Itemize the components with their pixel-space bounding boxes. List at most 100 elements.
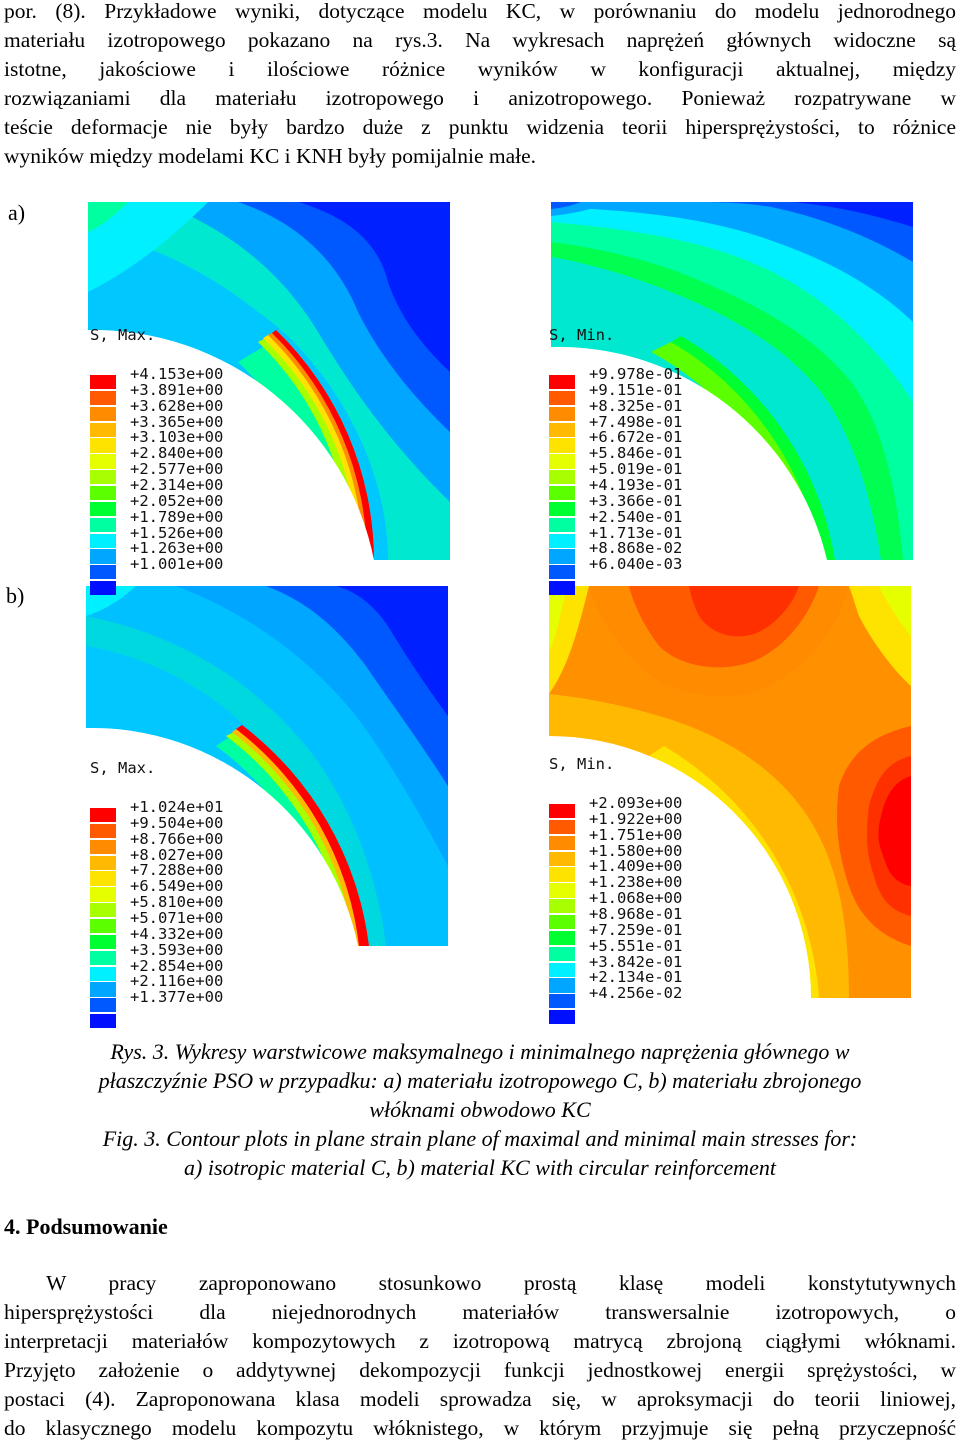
legend-value: +1.068e+00	[589, 889, 683, 908]
legend-value: +3.593e+00	[130, 940, 224, 959]
legend-swatch	[90, 375, 116, 390]
legend-value: +7.498e-01	[589, 412, 683, 431]
legend-value: +1.580e+00	[589, 841, 683, 860]
summary-paragraph: W pracy zaproponowano stosunkowo prostą …	[4, 1269, 956, 1443]
summary-line: W pracy zaproponowano stosunkowo prostą …	[4, 1271, 956, 1295]
legend-swatch	[549, 914, 575, 930]
legend-value: +3.891e+00	[130, 380, 224, 399]
legend-value: +8.027e+00	[130, 845, 224, 864]
legend-value: +3.842e-01	[589, 952, 683, 971]
legend-value: +4.153e+00	[130, 365, 224, 383]
legend-value: +2.314e+00	[130, 475, 224, 494]
legend-swatch	[549, 851, 575, 866]
legend-value: +7.259e-01	[589, 920, 683, 939]
legend-swatch	[549, 883, 575, 898]
intro-line: rozwiązaniami dla materiału izotropowego…	[4, 86, 956, 110]
legend-value: +1.001e+00	[130, 555, 224, 574]
summary-line: hipersprężystości dla niejednorodnych ma…	[4, 1300, 956, 1324]
intro-line: teście deformacje nie były bardzo duże z…	[4, 115, 956, 139]
legend-swatch	[549, 867, 575, 882]
legend-b-min: S, Min. +2.093e+00 +1.922e+00 +1.751e+00 +1…	[549, 755, 749, 1025]
legend-value: +8.766e+00	[130, 829, 224, 848]
legend-swatch	[90, 438, 116, 453]
legend-swatch	[90, 549, 116, 564]
legend-value: +1.377e+00	[130, 988, 224, 1007]
legend-swatch	[549, 930, 575, 946]
legend-swatch	[90, 422, 116, 437]
legend-title: S, Max.	[90, 326, 156, 344]
section-heading: 4. Podsumowanie	[4, 1214, 168, 1239]
caption-pl: Rys. 3. Wykresy warstwicowe maksymalnego…	[0, 1037, 960, 1124]
legend-swatch	[90, 934, 116, 950]
legend-value: +6.672e-01	[589, 428, 683, 447]
caption-en: Fig. 3. Contour plots in plane strain pl…	[0, 1124, 960, 1182]
legend-value: +1.922e+00	[589, 809, 683, 828]
legend-swatch	[90, 871, 116, 886]
legend-swatch	[90, 966, 116, 981]
legend-value: +2.577e+00	[130, 460, 224, 479]
legend-swatch	[549, 835, 575, 850]
legend-swatch	[90, 406, 116, 421]
legend-swatch	[549, 438, 575, 453]
legend-value: +2.840e+00	[130, 444, 224, 463]
legend-swatch	[90, 998, 116, 1013]
intro-line: materiału izotropowego pokazano na rys.3…	[4, 28, 956, 52]
caption-pl-line: Rys. 3. Wykresy warstwicowe maksymalnego…	[110, 1039, 850, 1064]
legend-value: +3.103e+00	[130, 428, 224, 447]
legend-swatch	[90, 470, 116, 485]
contour-plot-b-min	[549, 586, 911, 998]
legend-value: +2.052e+00	[130, 491, 224, 510]
legend-value: +5.551e-01	[589, 936, 683, 955]
legend-value: +1.238e+00	[589, 873, 683, 892]
legend-value: +1.024e+01	[130, 798, 224, 816]
legend-swatch	[90, 855, 116, 870]
legend-swatch	[90, 533, 116, 548]
legend-swatch	[549, 549, 575, 564]
legend-value: +9.978e-01	[589, 365, 683, 383]
intro-line: istotne, jakościowe i ilościowe różnice …	[4, 57, 956, 81]
legend-value: +3.628e+00	[130, 396, 224, 415]
legend-value: +1.409e+00	[589, 857, 683, 876]
legend-value: +4.256e-02	[589, 984, 683, 1003]
legend-value: +6.549e+00	[130, 877, 224, 896]
legend-swatch	[90, 454, 116, 469]
legend-swatch	[549, 581, 575, 596]
legend-swatch	[549, 1010, 575, 1025]
legend-value: +2.540e-01	[589, 507, 683, 526]
contour-plot-a-max	[88, 202, 450, 560]
legend-a-min: S, Min. +9.978e-01 +9.151e-01 +8.325e-01 +7…	[549, 326, 749, 596]
intro-line: por. (8). Przykładowe wyniki, dotyczące …	[4, 0, 956, 23]
legend-swatch	[549, 422, 575, 437]
summary-line: interpretacji materiałów kompozytowych z…	[4, 1329, 956, 1353]
legend-value: +1.526e+00	[130, 523, 224, 542]
figure-label-a: a)	[8, 200, 26, 225]
figure-label-b: b)	[6, 583, 25, 608]
caption-en-line: a) isotropic material C, b) material KC …	[184, 1155, 776, 1180]
legend-swatch	[90, 581, 116, 596]
legend-value: +4.193e-01	[589, 475, 683, 494]
legend-swatch	[549, 819, 575, 835]
legend-value: +9.151e-01	[589, 380, 683, 399]
legend-value: +8.968e-01	[589, 904, 683, 923]
legend-value: +2.854e+00	[130, 956, 224, 975]
legend-value: +2.116e+00	[130, 972, 224, 991]
summary-line: do klasycznego modelu kompozytu włóknist…	[4, 1416, 956, 1440]
legend-value: +5.019e-01	[589, 460, 683, 479]
legend-swatch	[549, 501, 575, 517]
legend-swatch	[90, 887, 116, 902]
legend-value: +8.868e-02	[589, 539, 683, 558]
legend-swatch	[90, 950, 116, 965]
legend-swatch	[549, 994, 575, 1009]
legend-swatch	[549, 533, 575, 548]
legend-swatch	[90, 501, 116, 517]
legend-value: +3.365e+00	[130, 412, 224, 431]
legend-swatch	[90, 982, 116, 997]
legend-value: +7.288e+00	[130, 861, 224, 880]
caption-pl-line: włóknami obwodowo KC	[369, 1097, 591, 1122]
legend-value: +2.134e-01	[589, 968, 683, 987]
legend-swatch	[549, 962, 575, 977]
intro-paragraph: por. (8). Przykładowe wyniki, dotyczące …	[4, 0, 956, 171]
legend-title: S, Min.	[549, 755, 615, 773]
legend-value: +5.846e-01	[589, 444, 683, 463]
legend-value: +2.093e+00	[589, 794, 683, 812]
